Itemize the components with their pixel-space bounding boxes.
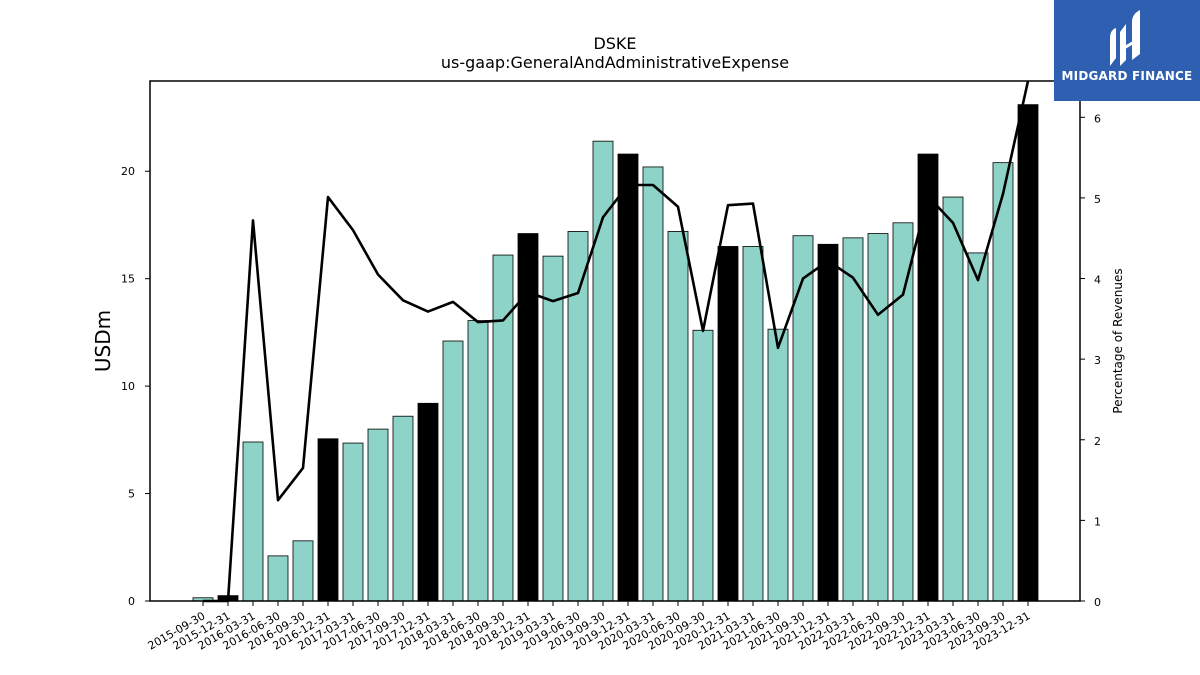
y2-tick-label: 2	[1094, 435, 1101, 448]
bar-2019-03-31	[542, 255, 564, 602]
bar-2016-12-31	[317, 438, 339, 602]
y-tick-label: 5	[128, 488, 135, 501]
line-layer	[203, 80, 1030, 603]
bar-2018-03-31	[442, 340, 464, 602]
y-tick-label: 10	[121, 380, 135, 393]
bar-2019-12-31	[617, 153, 639, 602]
y2-tick-label: 5	[1094, 193, 1101, 206]
bar-2020-03-31	[642, 166, 664, 602]
bar-2017-03-31	[342, 442, 364, 602]
bar-2022-03-31	[842, 237, 864, 602]
bar-2023-12-31	[1017, 104, 1039, 602]
logo-mark-icon	[1110, 10, 1140, 66]
right-axis: 0 1 2 3 4 5 6	[1080, 112, 1101, 609]
chart-title: DSKE	[593, 34, 636, 53]
x-axis: 2015-09-302015-12-312016-03-312016-06-30…	[146, 601, 1033, 653]
bar-2021-12-31	[817, 243, 839, 602]
y-tick-label: 0	[128, 595, 135, 608]
bar-2021-09-30	[792, 235, 814, 602]
bar-2016-09-30	[292, 540, 314, 602]
bar-2021-06-30	[767, 328, 789, 602]
bar-2020-09-30	[692, 329, 714, 602]
bar-2019-06-30	[567, 231, 589, 602]
plot-frame	[149, 80, 1081, 602]
chart-subtitle: us-gaap:GeneralAndAdministrativeExpense	[441, 53, 789, 72]
logo-text: MIDGARD FINANCE	[1061, 69, 1193, 83]
pct-revenue-line	[203, 80, 1030, 603]
bar-2018-09-30	[492, 254, 514, 602]
bar-2018-06-30	[467, 320, 489, 602]
bar-2021-03-31	[742, 246, 764, 602]
left-axis: 0 5 10 15 20	[121, 165, 150, 608]
bar-2017-12-31	[417, 402, 439, 602]
bar-2017-09-30	[392, 415, 414, 602]
bar-2018-12-31	[517, 233, 539, 602]
y2-tick-label: 1	[1094, 515, 1101, 528]
bar-2023-03-31	[942, 196, 964, 602]
bar-2020-12-31	[717, 246, 739, 602]
y2-tick-label: 6	[1094, 112, 1101, 125]
bar-2022-06-30	[867, 233, 889, 602]
bar-2020-06-30	[667, 231, 689, 602]
bar-2017-06-30	[367, 428, 389, 602]
bar-2023-06-30	[967, 252, 989, 602]
y2-tick-label: 0	[1094, 596, 1101, 609]
bar-2022-09-30	[892, 222, 914, 602]
y2-tick-label: 3	[1094, 354, 1101, 367]
bar-2016-06-30	[267, 555, 289, 602]
bar-group	[192, 104, 1039, 602]
y2-tick-label: 4	[1094, 274, 1101, 287]
y-axis-title: USDm	[91, 310, 115, 372]
logo: MIDGARD FINANCE	[1054, 0, 1200, 101]
y-tick-label: 20	[121, 165, 135, 178]
bar-2023-09-30	[992, 162, 1014, 602]
bar-2016-03-31	[242, 441, 264, 602]
y2-axis-title: Percentage of Revenues	[1111, 268, 1125, 413]
y-tick-label: 15	[121, 273, 135, 286]
